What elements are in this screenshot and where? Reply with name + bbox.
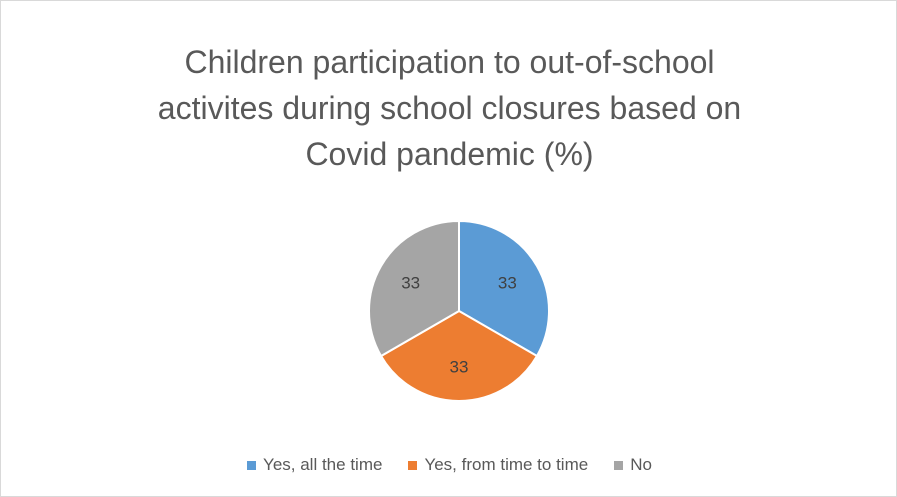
chart-title-line-3: Covid pandemic (%) <box>305 136 594 172</box>
pie-slice-yes-all-the-time <box>458 219 550 358</box>
data-label-yes-from-time-to-time: 33 <box>450 357 469 376</box>
legend-label-no: No <box>630 455 652 474</box>
legend-label-yes-from-time-to-time: Yes, from time to time <box>424 455 589 474</box>
chart-legend: Yes, all the time Yes, from time to time… <box>1 453 897 477</box>
data-label-yes-all-the-time: 33 <box>498 274 517 293</box>
legend-item-yes-from-time-to-time: Yes, from time to time <box>408 455 588 475</box>
legend-swatch-no <box>614 460 624 470</box>
pie-slice-yes-from-time-to-time <box>379 309 539 402</box>
legend-swatch-yes-all-the-time <box>247 460 257 470</box>
legend-item-no: No <box>614 455 652 475</box>
legend-swatch-yes-from-time-to-time <box>408 460 418 470</box>
chart-title-line-2: activites during school closures based o… <box>157 90 742 126</box>
chart-title: Children participation to out-of-school … <box>61 39 838 177</box>
legend-label-yes-all-the-time: Yes, all the time <box>263 455 383 474</box>
data-label-no: 33 <box>401 274 420 293</box>
chart-title-line-1: Children participation to out-of-school <box>184 44 715 80</box>
pie-slice-no <box>368 219 460 358</box>
legend-item-yes-all-the-time: Yes, all the time <box>247 455 382 475</box>
